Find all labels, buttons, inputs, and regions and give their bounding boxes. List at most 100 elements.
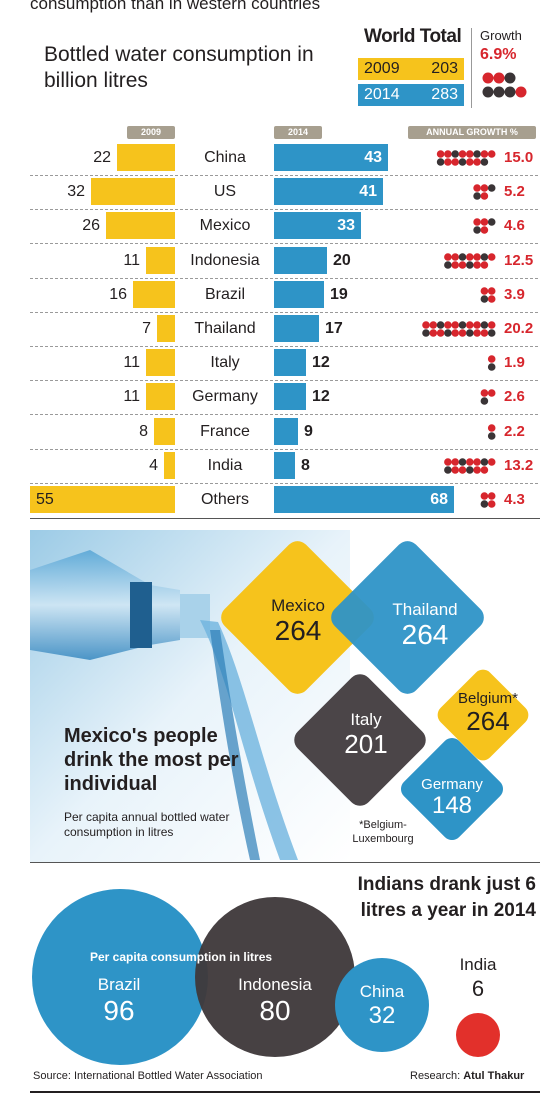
value-2014: 19 [330,285,348,303]
value-2014: 8 [301,456,310,474]
bar-2014 [274,144,388,171]
bar-2014 [274,451,295,479]
growth-dot [451,465,459,474]
country-label: Thailand [194,320,256,337]
growth-dots [480,389,496,406]
brazil-name: Brazil [97,975,141,994]
value-2009: 55 [36,491,54,508]
growth-dot [487,492,496,500]
growth-dot [451,260,459,269]
value-2009: 22 [93,149,111,166]
bottom-rule [30,1091,540,1093]
growth-dot [480,252,489,261]
bar-2009 [146,246,175,274]
circle-india [456,1013,500,1057]
growth-dot [466,158,474,166]
value-2009: 4 [149,456,158,474]
growth-dot [429,329,438,337]
value-2009: 7 [142,320,151,337]
country-label: US [213,183,237,201]
growth-dot [466,321,474,329]
growth-dot [487,252,496,261]
growth-dot [444,321,452,329]
growth-dot [487,184,496,192]
growth-dot [458,260,467,269]
growth-dot [487,150,496,158]
growth-dot [451,321,459,329]
growth-dot [458,465,467,474]
growth-dot [444,329,452,337]
country-label: France [200,422,250,440]
bar-2014 [274,178,383,206]
country-label: Germany [192,388,258,406]
growth-dot [451,158,459,166]
china-value: 32 [368,1002,396,1029]
growth-dot [480,158,489,166]
bar-2009 [106,212,175,240]
growth-dot [480,389,489,398]
row-divider [30,346,538,347]
section-divider-1 [30,518,540,519]
germany-value: 148 [431,792,473,819]
growth-dot [487,423,496,432]
bar-2014 [274,315,319,342]
country-label: Others [200,491,249,508]
growth-dot [473,321,481,329]
indonesia-value: 80 [259,995,291,1026]
world-total-2014-year: 2014 [364,86,400,103]
growth-dot [480,150,489,158]
world-total-title: World Total [364,26,462,47]
growth-value: 4.3 [504,491,525,508]
growth-dots [444,457,496,474]
india-value: 6 [471,976,485,1001]
brazil-value: 96 [103,995,135,1026]
growth-dots [480,286,496,303]
country-label: Indonesia [190,251,260,269]
value-2014: 17 [325,320,343,337]
growth-dot [480,192,489,200]
growth-dot [480,500,489,508]
mexico-name: Mexico [271,596,325,615]
growth-value: 5.2 [504,183,525,201]
thailand-name: Thailand [392,600,458,619]
growth-value: 15.0 [504,149,534,166]
world-growth-label: Growth [480,28,522,43]
value-2009: 11 [123,388,140,406]
growth-dot [480,465,489,474]
growth-dot [487,321,496,329]
bar-2009 [146,383,175,411]
growth-dot [451,252,459,261]
bar-2009 [91,178,175,206]
country-label: China [204,149,246,166]
growth-dot [466,457,474,466]
bar-2014 [274,349,306,377]
growth-dot [480,286,489,295]
value-2009: 26 [82,217,100,235]
diamond-belgium [437,669,529,761]
thailand-value: 264 [401,619,449,650]
growth-dot [429,321,438,329]
world-growth-value: 6.9% [480,46,517,63]
value-2014: 20 [333,251,351,269]
value-2009: 11 [123,251,140,269]
growth-dots [487,355,496,371]
growth-value: 20.2 [504,320,534,337]
growth-dot [473,184,481,192]
row-divider [30,277,538,279]
circle-china [335,958,429,1052]
growth-value: 3.9 [504,285,525,303]
growth-value: 13.2 [504,456,534,474]
growth-dot [466,260,474,269]
mexico-value: 264 [274,615,322,646]
india-label: India 6 [448,955,508,1003]
bar-2014 [274,212,361,240]
growth-dot [480,329,489,337]
circle-brazil [32,889,208,1065]
value-2014: 12 [312,388,330,406]
growth-dot [487,389,496,398]
world-growth-dots [482,72,527,98]
bar-2009 [117,144,175,171]
bar-2009 [164,451,175,479]
country-label: Brazil [204,285,245,303]
growth-dots [436,150,496,166]
